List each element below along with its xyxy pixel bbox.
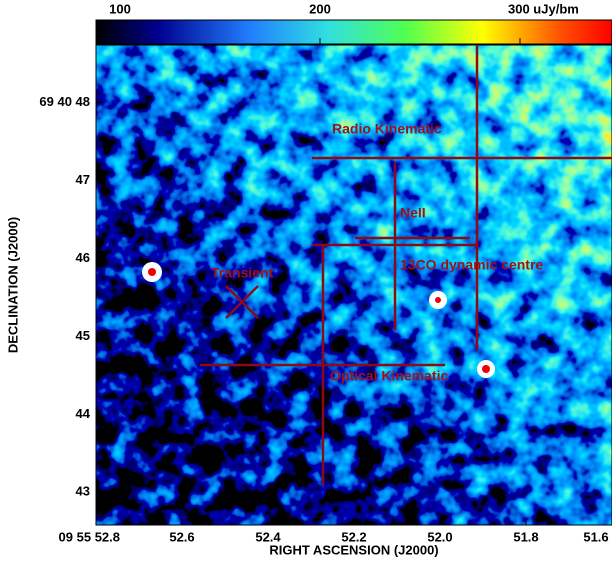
y-tick-label: 45 xyxy=(76,328,90,343)
colorbar xyxy=(95,19,612,45)
y-tick-label: 43 xyxy=(76,484,90,499)
colorbar-tick-label: 100 xyxy=(109,1,131,16)
x-tick-label: 52.0 xyxy=(427,529,452,544)
annotation: NeII xyxy=(400,205,426,221)
annotation: Transient xyxy=(211,265,274,281)
x-tick-label: 51.8 xyxy=(513,529,538,544)
annotation: Optical Kinematic xyxy=(330,368,448,384)
y-tick-label: 69 40 48 xyxy=(39,94,90,109)
x-tick-label: 52.4 xyxy=(255,529,281,544)
x-tick-label: 52.6 xyxy=(169,529,194,544)
colorbar-tick-label: 300 uJy/bm xyxy=(508,1,579,16)
annotation: 13CO dynamic centre xyxy=(400,257,543,273)
y-tick-label: 46 xyxy=(76,250,90,265)
image xyxy=(96,45,612,525)
y-tick-label: 47 xyxy=(76,172,90,187)
annotation: Radio Kinematic xyxy=(332,121,442,137)
colorbar-tick-label: 200 xyxy=(309,1,331,16)
y-tick-label: 44 xyxy=(76,406,91,421)
x-tick-label: 51.6 xyxy=(583,529,608,544)
y-axis-label: DECLINATION (J2000) xyxy=(5,217,20,353)
x-tick-label: 52.2 xyxy=(341,529,366,544)
markers xyxy=(200,45,612,485)
x-tick-label: 09 55 52.8 xyxy=(59,529,120,544)
x-axis-label: RIGHT ASCENSION (J2000) xyxy=(269,542,438,557)
